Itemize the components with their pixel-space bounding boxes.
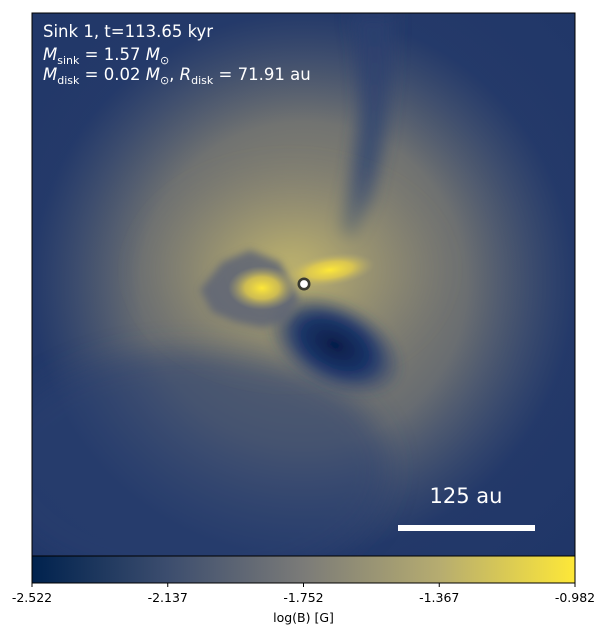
colorbar-tick-label: -0.982 — [555, 590, 595, 605]
colorbar-tick-label: -2.137 — [148, 590, 188, 605]
scalebar-bar — [398, 525, 535, 531]
dark-lobe — [265, 291, 405, 399]
bright-band-right — [285, 252, 375, 288]
scalebar-label: 125 au — [430, 484, 503, 508]
bright-blob-left — [228, 266, 296, 310]
colorbar-ticks: -2.522 -2.137 -1.752 -1.367 -0.982 — [12, 583, 595, 605]
sink-mass-label: Msink = 1.57 M⊙ — [43, 45, 169, 67]
colorbar-tick-label: -2.522 — [12, 590, 52, 605]
sink-marker — [297, 277, 311, 291]
colorbar-tick-label: -1.367 — [419, 590, 459, 605]
colorbar-label: log(B) [G] — [273, 610, 334, 625]
disk-properties-label: Mdisk = 0.02 M⊙, Rdisk = 71.91 au — [43, 65, 311, 87]
sink-time-label: Sink 1, t=113.65 kyr — [43, 22, 213, 41]
colorbar — [31, 555, 576, 584]
dark-lower-region — [32, 350, 390, 556]
colorbar-tick-label: -1.752 — [283, 590, 323, 605]
field-map — [32, 13, 575, 556]
